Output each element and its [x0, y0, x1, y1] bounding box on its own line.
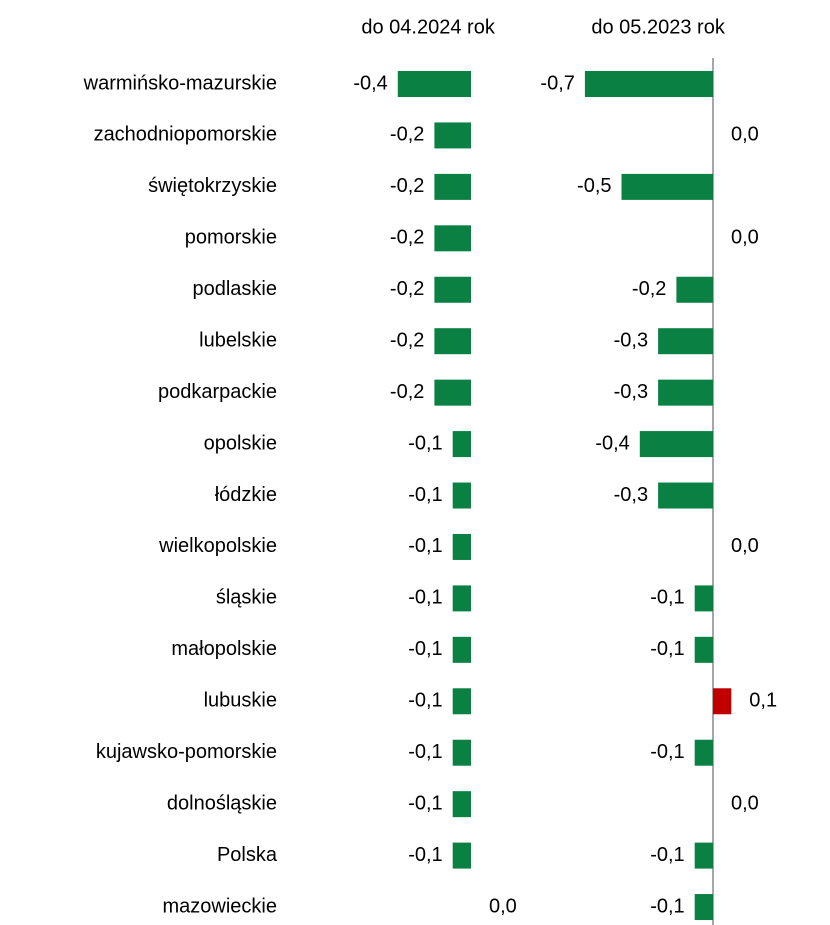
- data-label: -0,1: [408, 638, 442, 660]
- category-label: dolnośląskie: [167, 792, 277, 814]
- category-label: wielkopolskie: [158, 535, 277, 557]
- data-label: 0,0: [731, 124, 759, 146]
- bar: [694, 636, 713, 663]
- data-label: -0,1: [650, 895, 684, 917]
- category-label: pomorskie: [185, 227, 277, 249]
- bar: [621, 173, 713, 200]
- data-label: -0,5: [577, 175, 611, 197]
- data-label: 0,0: [489, 895, 517, 917]
- bar: [694, 585, 713, 612]
- category-label: lubelskie: [199, 329, 277, 351]
- category-label: śląskie: [216, 587, 277, 609]
- data-label: -0,1: [650, 587, 684, 609]
- bar: [452, 842, 471, 869]
- bar: [452, 739, 471, 766]
- bar: [676, 276, 713, 303]
- data-label: -0,2: [390, 124, 424, 146]
- bar: [452, 636, 471, 663]
- data-label: -0,1: [408, 484, 442, 506]
- bar: [694, 739, 713, 766]
- data-label: -0,3: [614, 381, 648, 403]
- data-label: -0,2: [390, 381, 424, 403]
- data-label: 0,0: [731, 535, 759, 557]
- data-label: -0,3: [614, 329, 648, 351]
- category-label: podkarpackie: [158, 381, 277, 403]
- data-label: -0,1: [408, 587, 442, 609]
- bar: [713, 688, 732, 715]
- category-label: opolskie: [204, 432, 277, 454]
- data-label: -0,2: [390, 329, 424, 351]
- data-label: -0,1: [650, 638, 684, 660]
- data-label: -0,2: [390, 278, 424, 300]
- bar: [639, 431, 713, 458]
- category-label: małopolskie: [171, 638, 277, 660]
- bar: [434, 276, 471, 303]
- category-label: zachodniopomorskie: [94, 124, 277, 146]
- bar: [452, 482, 471, 509]
- series-header: do 05.2023 rok: [591, 16, 725, 38]
- category-label: mazowieckie: [163, 895, 277, 917]
- category-label: podlaskie: [192, 278, 277, 300]
- data-label: -0,2: [390, 227, 424, 249]
- data-label: -0,1: [408, 432, 442, 454]
- data-label: 0,1: [749, 690, 777, 712]
- data-label: 0,0: [731, 792, 759, 814]
- data-label: -0,7: [540, 72, 574, 94]
- data-label: -0,1: [408, 792, 442, 814]
- bar: [584, 71, 713, 97]
- bar: [452, 688, 471, 715]
- bar: [452, 585, 471, 612]
- bar: [452, 431, 471, 458]
- bar: [658, 482, 713, 509]
- bar: [434, 225, 471, 252]
- data-label: -0,1: [408, 535, 442, 557]
- data-label: 0,0: [731, 227, 759, 249]
- data-label: -0,2: [390, 175, 424, 197]
- data-label: -0,1: [650, 741, 684, 763]
- bar: [452, 533, 471, 560]
- bar: [434, 328, 471, 355]
- series-header: do 04.2024 rok: [361, 16, 495, 38]
- bar: [452, 791, 471, 818]
- data-label: -0,2: [632, 278, 666, 300]
- data-label: -0,1: [408, 690, 442, 712]
- category-label: Polska: [217, 844, 278, 866]
- category-label: warmińsko-mazurskie: [83, 72, 277, 94]
- data-label: -0,3: [614, 484, 648, 506]
- bar: [658, 328, 713, 355]
- bar: [434, 122, 471, 149]
- bar: [694, 842, 713, 869]
- category-label: lubuskie: [204, 690, 277, 712]
- data-label: -0,1: [408, 844, 442, 866]
- bar: [397, 71, 471, 97]
- bar: [434, 379, 471, 406]
- data-label: -0,4: [353, 72, 387, 94]
- data-label: -0,4: [595, 432, 629, 454]
- category-label: łódzkie: [215, 484, 277, 506]
- bar: [434, 173, 471, 200]
- data-label: -0,1: [408, 741, 442, 763]
- category-label: kujawsko-pomorskie: [96, 741, 277, 763]
- category-label: świętokrzyskie: [148, 175, 277, 197]
- data-label: -0,1: [650, 844, 684, 866]
- bar: [694, 894, 713, 921]
- bar: [658, 379, 713, 406]
